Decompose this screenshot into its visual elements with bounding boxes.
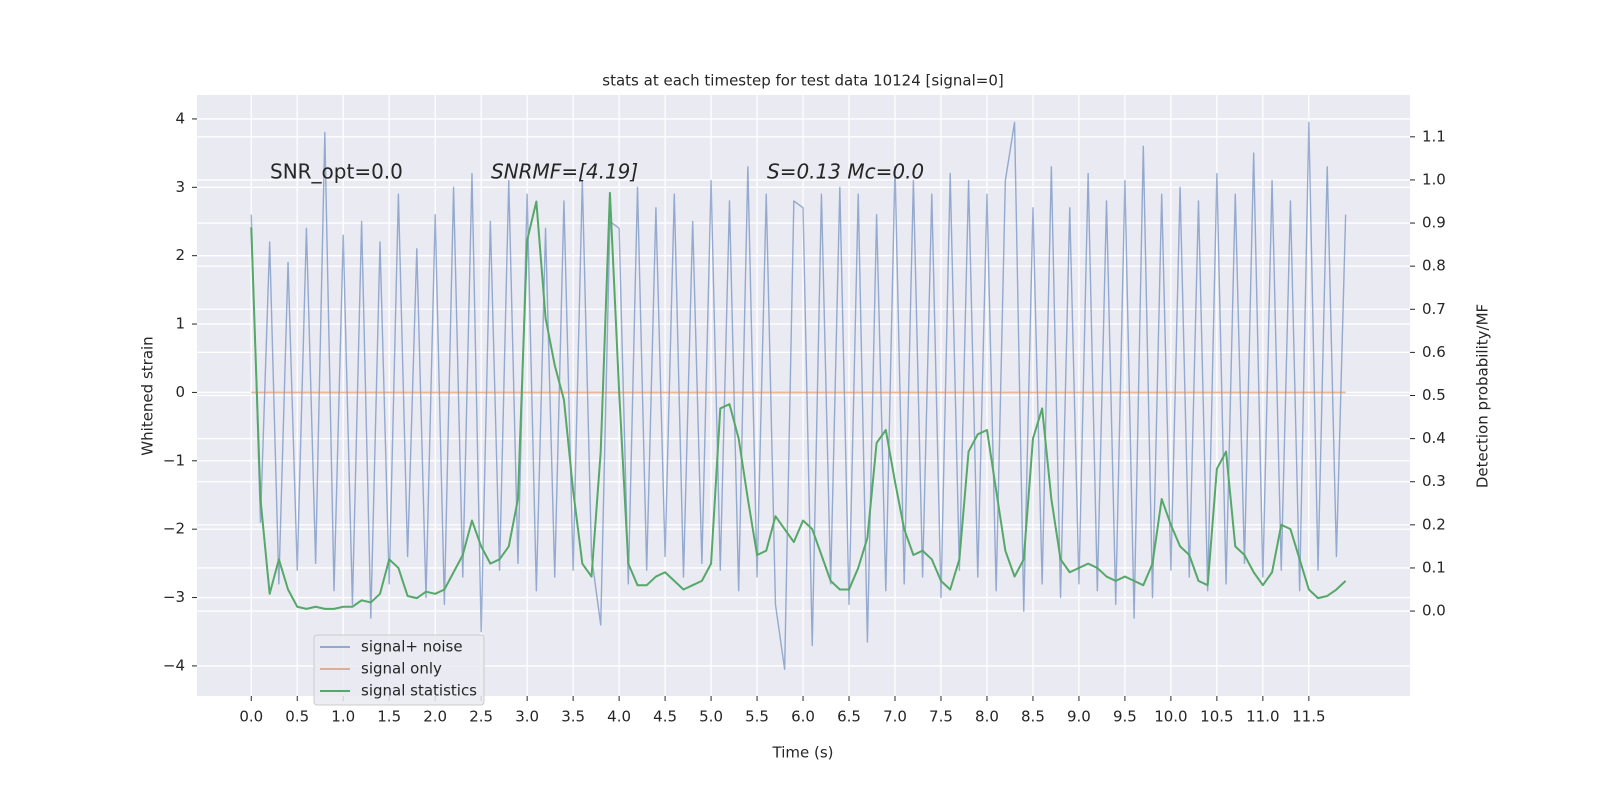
x-tick-label: 9.0: [1067, 708, 1091, 726]
x-tick-label: 9.5: [1113, 708, 1137, 726]
y-tick-label: −1: [163, 451, 185, 469]
x-tick-label: 7.0: [883, 708, 907, 726]
x-tick-label: 11.0: [1246, 708, 1279, 726]
legend-label: signal only: [361, 660, 442, 678]
y2-tick-label: 0.7: [1422, 300, 1446, 318]
y2-tick-label: 0.8: [1422, 257, 1446, 275]
y2-tick-label: 0.0: [1422, 602, 1446, 620]
y2-tick-label: 0.1: [1422, 558, 1446, 576]
x-tick-label: 6.5: [837, 708, 861, 726]
y-axis-label: Whitened strain: [139, 336, 157, 455]
x-tick-label: 0.0: [239, 708, 263, 726]
legend-box: [313, 634, 485, 706]
x-tick-label: 11.5: [1292, 708, 1325, 726]
x-tick-label: 3.0: [515, 708, 539, 726]
marks: [250, 121, 1347, 671]
y-tick-label: −2: [163, 520, 185, 538]
annotation: SNR_opt=0.0: [270, 160, 403, 184]
chart-title: stats at each timestep for test data 101…: [602, 72, 1003, 90]
x-tick-label: 10.5: [1200, 708, 1233, 726]
x-tick-label: 0.5: [285, 708, 309, 726]
x-tick-label: 1.5: [377, 708, 401, 726]
annotation: SNRMF=[4.19]: [491, 160, 638, 184]
y2-tick-label: 0.3: [1422, 472, 1446, 490]
x-tick-label: 5.0: [699, 708, 723, 726]
y-tick-label: 1: [175, 315, 185, 333]
x-axis-label: Time (s): [772, 744, 834, 762]
legend-label: signal+ noise: [361, 638, 463, 656]
x-tick-label: 8.0: [975, 708, 999, 726]
annotation: S=0.13 Mc=0.0: [767, 160, 924, 184]
x-tick-label: 10.0: [1154, 708, 1187, 726]
x-tick-label: 1.0: [331, 708, 355, 726]
y2-tick-label: 0.9: [1422, 214, 1446, 232]
series-line: [250, 191, 1347, 610]
series-line: [250, 121, 1347, 671]
y2-tick-label: 1.1: [1422, 127, 1446, 145]
x-tick-label: 2.0: [423, 708, 447, 726]
x-tick-label: 4.0: [607, 708, 631, 726]
y2-tick-label: 0.6: [1422, 343, 1446, 361]
y-tick-label: 4: [175, 109, 185, 127]
x-tick-label: 5.5: [745, 708, 769, 726]
y2-tick-label: 0.5: [1422, 386, 1446, 404]
x-tick-label: 2.5: [469, 708, 493, 726]
y2-tick-label: 0.4: [1422, 429, 1446, 447]
legend-label: signal statistics: [361, 682, 477, 700]
y-tick-label: 2: [175, 246, 185, 264]
y2-tick-label: 0.2: [1422, 515, 1446, 533]
y2-axis-label: Detection probability/MF: [1474, 304, 1492, 488]
x-tick-label: 3.5: [561, 708, 585, 726]
y-tick-label: 3: [175, 178, 185, 196]
x-tick-label: 4.5: [653, 708, 677, 726]
y-tick-label: −4: [163, 656, 185, 674]
y-tick-label: 0: [175, 383, 185, 401]
y2-tick-label: 1.0: [1422, 170, 1446, 188]
x-tick-label: 8.5: [1021, 708, 1045, 726]
y-tick-label: −3: [163, 588, 185, 606]
x-tick-label: 6.0: [791, 708, 815, 726]
labels: 0.0 0.5 1.0 1.5 2.0 2.5 3.0 3.5 4.0 4.5 5.0 5.5 6.0 6…: [163, 109, 1446, 725]
x-tick-label: 7.5: [929, 708, 953, 726]
